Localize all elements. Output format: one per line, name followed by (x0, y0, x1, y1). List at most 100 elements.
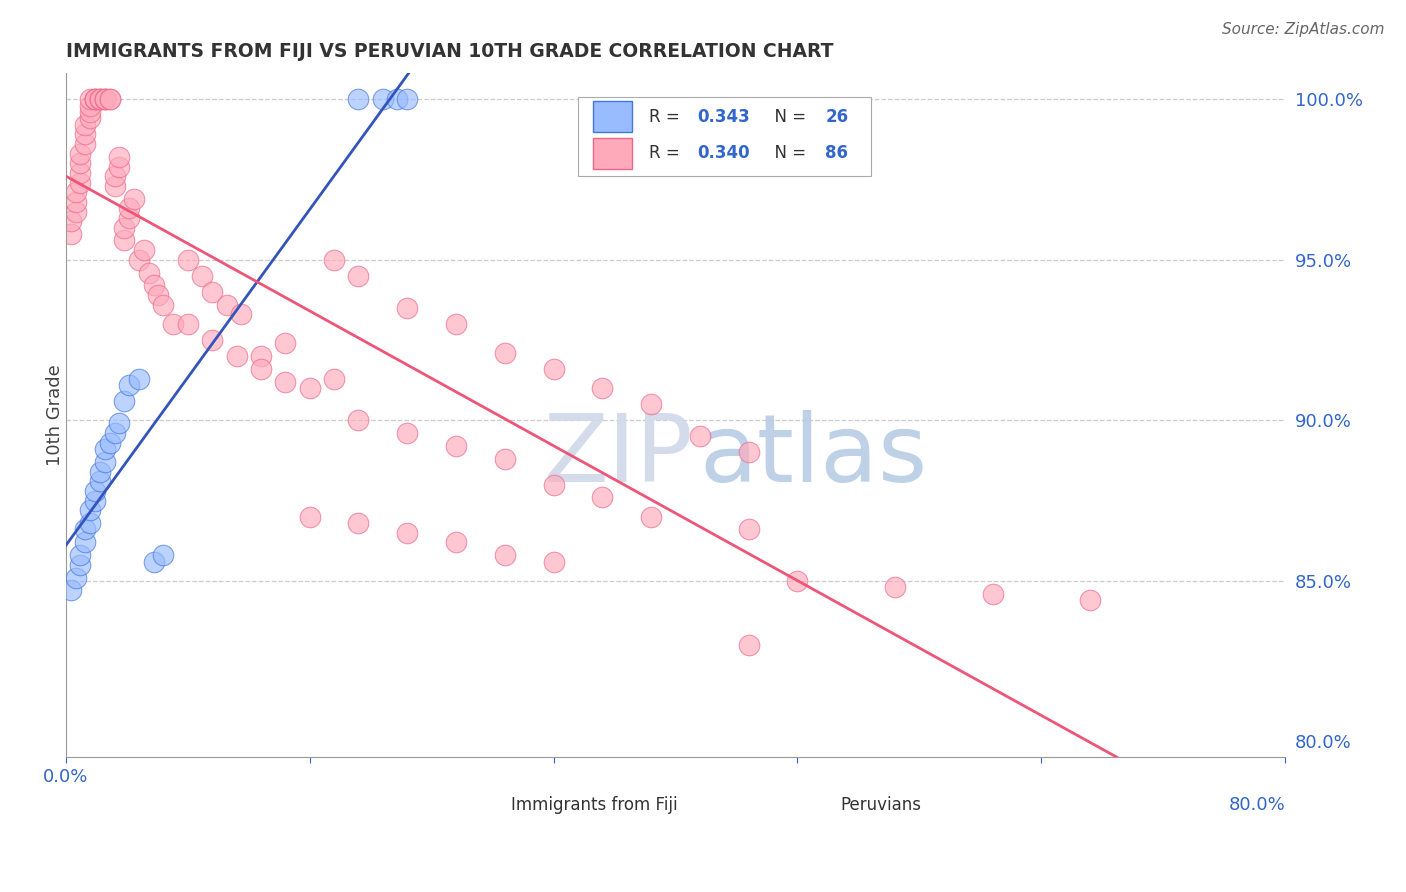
Point (59, 583, 82, 598)
Text: 80.0%: 80.0% (1229, 797, 1285, 814)
Point (65, 186, 87, 200)
Point (69, 166, 91, 180)
Text: IMMIGRANTS FROM FIJI VS PERUVIAN 10TH GRADE CORRELATION CHART: IMMIGRANTS FROM FIJI VS PERUVIAN 10TH GR… (66, 42, 834, 61)
Point (118, 202, 141, 216)
Point (689, 429, 711, 443)
Point (444, 317, 467, 331)
Point (89, 92, 111, 106)
Point (69, 558, 91, 572)
Point (396, 426, 419, 441)
FancyBboxPatch shape (592, 102, 631, 132)
Point (444, 439, 467, 453)
Point (79, 112, 101, 126)
Point (591, 491, 613, 505)
Point (543, 555, 565, 569)
Point (191, 268, 214, 283)
Point (323, 252, 346, 267)
Text: 0.343: 0.343 (697, 108, 751, 126)
Point (108, 417, 131, 431)
Point (112, 220, 135, 235)
Point (274, 336, 297, 351)
Text: N =: N = (765, 108, 811, 126)
Point (396, 525, 419, 540)
Point (494, 451, 516, 466)
Point (396, 92, 419, 106)
Point (231, 307, 253, 321)
Point (103, 169, 125, 184)
FancyBboxPatch shape (797, 795, 831, 821)
Point (112, 394, 135, 409)
Point (94, 442, 117, 457)
Point (108, 160, 131, 174)
Point (84, 92, 107, 106)
Point (177, 317, 200, 331)
Point (89, 475, 111, 489)
Point (65, 204, 87, 219)
Text: 86: 86 (825, 145, 848, 162)
Text: 0.340: 0.340 (697, 145, 749, 162)
Point (1078, 593, 1101, 607)
Point (640, 509, 662, 524)
Point (94, 92, 117, 106)
Point (79, 105, 101, 120)
Point (250, 362, 273, 376)
Point (591, 381, 613, 395)
Point (640, 397, 662, 411)
Point (98, 435, 121, 450)
Point (225, 349, 247, 363)
Point (323, 371, 346, 385)
Point (69, 548, 91, 562)
Point (298, 381, 321, 395)
Point (94, 455, 117, 469)
Point (69, 176, 91, 190)
Point (98, 92, 121, 106)
Point (347, 516, 370, 530)
Point (65, 194, 87, 209)
Point (298, 509, 321, 524)
Point (737, 523, 759, 537)
Point (84, 92, 107, 106)
Point (387, 92, 409, 106)
Point (75, 137, 97, 152)
Point (84, 483, 107, 498)
Point (84, 493, 107, 508)
Text: Immigrants from Fiji: Immigrants from Fiji (510, 797, 678, 814)
Text: R =: R = (648, 145, 685, 162)
Point (981, 587, 1004, 601)
Point (142, 278, 165, 293)
Point (84, 92, 107, 106)
Point (347, 92, 370, 106)
Point (128, 371, 150, 385)
Point (75, 535, 97, 549)
Point (94, 92, 117, 106)
Point (118, 378, 141, 392)
Point (112, 234, 135, 248)
Text: R =: R = (648, 108, 685, 126)
Point (122, 192, 145, 206)
Point (59, 227, 82, 241)
Y-axis label: 10th Grade: 10th Grade (46, 365, 63, 467)
Point (177, 252, 200, 267)
Point (152, 548, 174, 562)
FancyBboxPatch shape (578, 97, 870, 176)
Point (75, 523, 97, 537)
Point (543, 477, 565, 491)
Point (138, 266, 160, 280)
Text: Peruvians: Peruvians (841, 797, 921, 814)
Point (371, 92, 394, 106)
Point (201, 285, 224, 299)
Point (89, 465, 111, 479)
Point (89, 92, 111, 106)
Point (108, 150, 131, 164)
Point (494, 346, 516, 360)
Point (148, 288, 170, 302)
Point (79, 98, 101, 112)
Point (59, 214, 82, 228)
Point (201, 333, 224, 347)
Point (737, 638, 759, 652)
Point (79, 516, 101, 530)
Point (786, 574, 808, 588)
Point (132, 243, 155, 257)
Point (69, 156, 91, 170)
Point (152, 298, 174, 312)
